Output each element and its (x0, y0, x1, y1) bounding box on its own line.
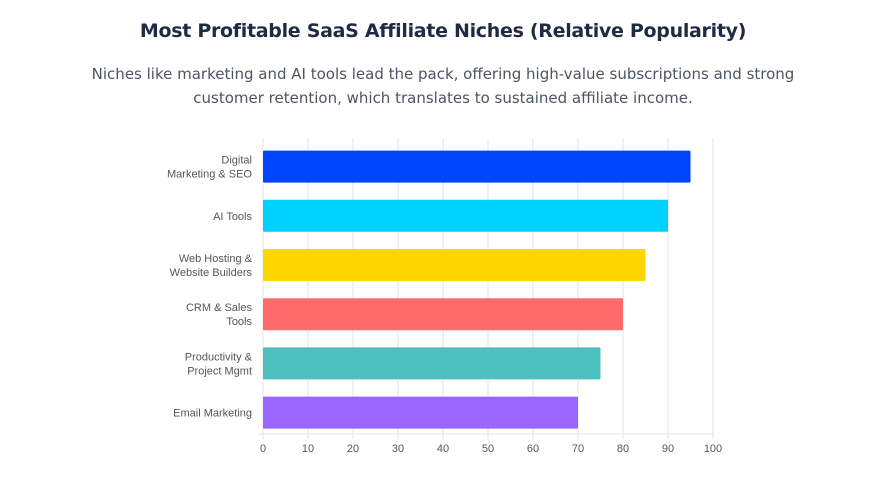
x-tick-label: 80 (617, 443, 629, 455)
chart-title: Most Profitable SaaS Affiliate Niches (R… (139, 20, 747, 42)
y-category-label: Productivity & (185, 351, 253, 363)
bar (263, 298, 623, 331)
bar (263, 249, 646, 281)
x-tick-label: 90 (662, 443, 674, 455)
x-tick-label: 20 (347, 443, 359, 455)
bar (263, 199, 668, 232)
y-category-label: Tools (226, 316, 252, 328)
y-category-label: Website Builders (170, 267, 253, 279)
y-category-label: Web Hosting & (179, 253, 253, 265)
y-category-label: Project Mgmt (187, 365, 252, 377)
x-tick-label: 60 (527, 443, 539, 455)
x-tick-label: 30 (392, 443, 404, 455)
bar (263, 396, 578, 429)
bar (263, 150, 691, 183)
y-category-label: CRM & Sales (186, 302, 253, 314)
chart-subtitle: Niches like marketing and AI tools lead … (91, 65, 795, 107)
x-tick-label: 70 (572, 443, 584, 455)
x-tick-label: 100 (704, 443, 722, 455)
x-tick-label: 10 (302, 443, 314, 455)
x-tick-label: 40 (437, 443, 449, 455)
x-tick-label: 50 (482, 443, 494, 455)
y-category-label: Marketing & SEO (167, 169, 252, 181)
y-category-label: AI Tools (213, 211, 252, 223)
y-category-label: Email Marketing (173, 408, 252, 420)
y-category-label: Digital (221, 155, 252, 167)
bar (263, 347, 601, 380)
x-tick-label: 0 (260, 443, 266, 455)
